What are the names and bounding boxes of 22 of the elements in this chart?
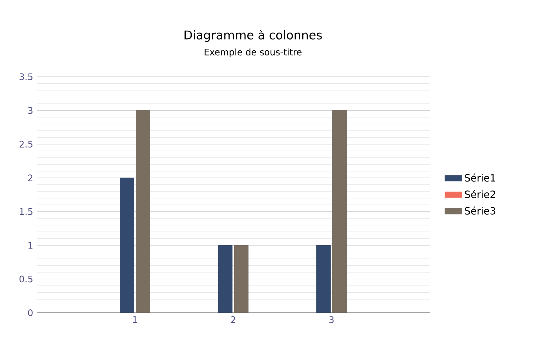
x-tick-label: 3 — [330, 316, 334, 324]
legend-label: Série1 — [465, 174, 496, 182]
y-tick-label: 1 — [28, 242, 33, 249]
y-tick-label: 2 — [28, 174, 33, 182]
x-tick-label: 1 — [133, 316, 138, 324]
y-tick-label: 3 — [28, 107, 33, 114]
y-tick-label: 3.5 — [20, 74, 33, 80]
legend-label: Série3 — [465, 206, 496, 215]
x-tick-label: 2 — [231, 316, 236, 324]
chart-subtitle: Exemple de sous-titre — [204, 48, 302, 58]
y-tick-label: 0.5 — [20, 276, 33, 283]
bar — [120, 178, 134, 313]
y-tick-label: 0 — [28, 310, 33, 316]
bar — [234, 245, 249, 313]
y-tick-label: 1.5 — [20, 208, 33, 216]
bar — [316, 245, 331, 313]
chart-title: Diagramme à colonnes — [184, 30, 322, 42]
bar — [136, 110, 150, 313]
legend-label: Série2 — [465, 190, 496, 198]
bar — [218, 245, 233, 313]
y-tick-label: 2.5 — [20, 141, 33, 148]
bar — [332, 110, 347, 313]
